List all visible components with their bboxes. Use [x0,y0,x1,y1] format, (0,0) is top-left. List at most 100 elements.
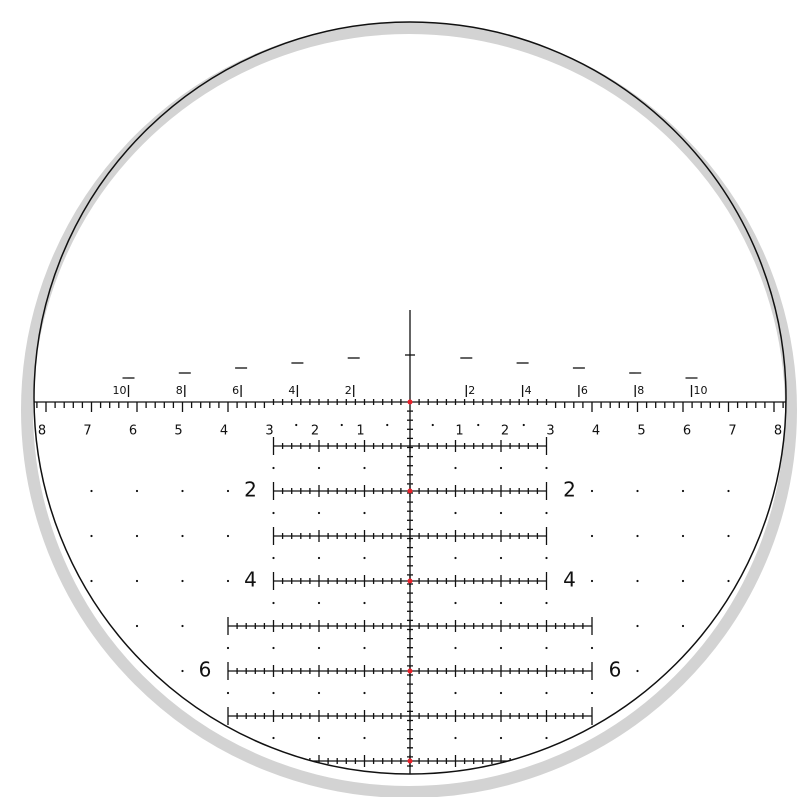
dot [499,646,503,650]
axis-label: 8 [38,424,46,439]
center-dot [407,758,413,764]
dot [226,579,230,583]
dot [363,556,366,560]
dot [317,691,321,695]
dot [681,624,685,628]
dot [636,489,639,493]
holdover-label: 2 [244,478,257,502]
dot [681,759,685,763]
dot [681,489,685,493]
center-dot [407,399,413,405]
dot [226,534,230,538]
dot [636,669,639,673]
axis-label: 2 [311,424,319,439]
dot [545,601,548,605]
axis-label: 1 [356,424,364,439]
reticle-marks: 8 7 6 5 4 3 2 1 1 2 3 4 5 6 7 8 10 8 6 4 2 2 4 6 8 10 2 4 6 2 4 6 [34,310,786,784]
range-label: 8 [176,384,183,397]
dot [727,759,730,763]
dot [181,669,184,673]
dot [545,511,548,515]
dot [317,646,321,650]
dot [454,466,457,470]
dot [90,669,93,673]
dot [317,466,321,470]
dot [681,579,685,583]
holdover-label: 4 [244,568,257,592]
dot [545,646,548,650]
dot [727,579,730,583]
dot [135,714,139,718]
dot [226,646,230,650]
axis-label: 5 [637,424,645,439]
holdover-label: 6 [609,658,622,682]
dot [90,489,93,493]
holdover-label: 4 [563,568,576,592]
dot [454,511,457,515]
dot [272,782,274,784]
dot [681,534,685,538]
dot [317,601,321,605]
axis-label: 8 [774,424,782,439]
range-label: 2 [345,384,352,397]
range-label: 4 [288,384,295,397]
dot [363,646,366,650]
dot [590,534,594,538]
dot [454,691,457,695]
dot [135,489,139,493]
dot [135,759,139,763]
dot [681,714,685,718]
dot [545,691,548,695]
dot [545,782,547,784]
dot [545,556,548,560]
dot [226,736,230,740]
dot [454,601,457,605]
holdover-label: 6 [199,658,212,682]
axis-label: 1 [455,424,463,439]
range-label: 8 [637,384,644,397]
dot [499,736,503,740]
dot [590,646,594,650]
dot [340,423,343,427]
range-label: 4 [525,384,532,397]
dot [181,759,184,763]
dot [363,601,366,605]
axis-label: 3 [265,424,273,439]
dot [181,534,184,538]
range-label: 6 [232,384,239,397]
axis-label: 3 [546,424,554,439]
dot [181,579,184,583]
dot [522,423,525,427]
dot [135,534,139,538]
axis-label: 4 [220,424,228,439]
dot [226,489,230,493]
dot [545,736,548,740]
dot [272,601,275,605]
dot [431,423,434,427]
dot [636,534,639,538]
axis-label: 5 [174,424,182,439]
dot [499,691,503,695]
dot [272,511,275,515]
outer-ring [21,22,797,797]
dot [135,624,139,628]
dot [590,489,594,493]
dot [363,466,366,470]
dot [591,782,593,784]
dot [363,511,366,515]
dot [454,646,457,650]
dot [272,736,275,740]
dot [499,511,503,515]
dot [499,556,503,560]
range-label: 10 [694,384,708,397]
dot [727,714,730,718]
dot [90,714,93,718]
dot [727,534,730,538]
dot [272,556,275,560]
dot [90,759,93,763]
dot [636,624,639,628]
axis-label: 4 [592,424,600,439]
dot [590,691,594,695]
dot [272,646,275,650]
range-label: 10 [113,384,127,397]
